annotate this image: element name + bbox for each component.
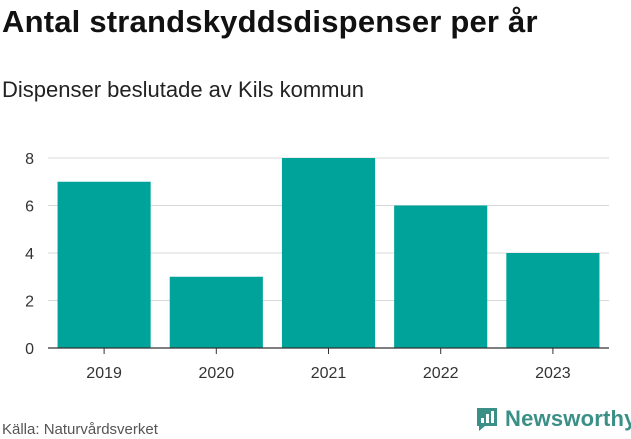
y-tick-label: 4 <box>25 246 34 263</box>
y-tick-label: 6 <box>25 199 34 216</box>
brand-logo: Newsworthy <box>475 406 631 432</box>
y-axis-tick-labels: 0 2 4 6 8 <box>25 151 34 358</box>
y-tick-label: 8 <box>25 151 34 168</box>
y-tick-label: 2 <box>25 294 34 311</box>
x-tick-label: 2022 <box>423 365 459 382</box>
x-tick-label: 2019 <box>86 365 122 382</box>
source-note: Källa: Naturvårdsverket <box>2 421 158 438</box>
bar-2019 <box>57 181 151 348</box>
x-axis-ticks: 2019 2020 2021 2022 2023 <box>48 347 609 382</box>
chart-title: Antal strandskyddsdispenser per år <box>2 4 538 39</box>
x-tick-label: 2020 <box>199 365 235 382</box>
chart-subtitle: Dispenser beslutade av Kils kommun <box>2 77 364 102</box>
x-tick-label: 2021 <box>311 365 347 382</box>
bar-2023 <box>506 253 600 348</box>
bars <box>57 158 600 348</box>
newsworthy-logo-icon <box>477 408 497 431</box>
brand-name: Newsworthy <box>505 406 631 431</box>
bar-2020 <box>169 276 263 348</box>
x-tick-label: 2023 <box>535 365 571 382</box>
y-tick-label: 0 <box>25 341 34 358</box>
bar-2022 <box>394 205 488 348</box>
bar-2021 <box>281 158 376 348</box>
